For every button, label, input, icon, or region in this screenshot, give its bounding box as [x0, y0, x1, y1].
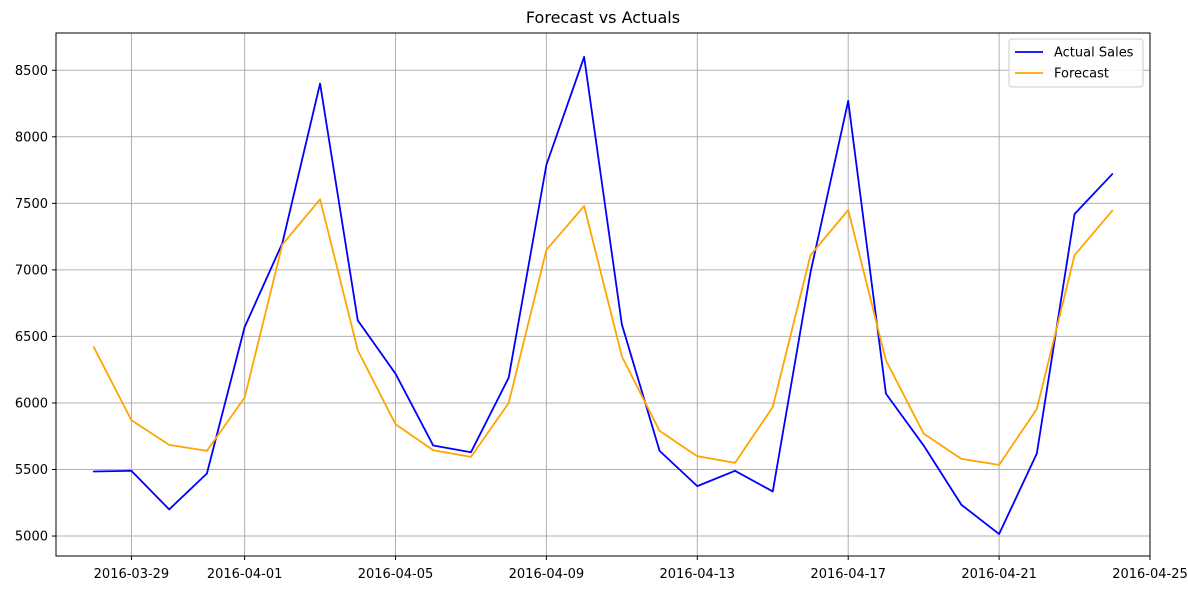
plot-frame	[55, 32, 1151, 557]
x-tick-label: 2016-03-29	[94, 567, 170, 582]
y-tick-label: 8500	[15, 64, 48, 79]
x-tick-label: 2016-04-05	[358, 567, 434, 582]
legend-label: Forecast	[1054, 67, 1109, 82]
x-tick-label: 2016-04-09	[509, 567, 585, 582]
grid-lines	[56, 33, 1151, 556]
legend-box	[1008, 38, 1144, 88]
y-tick-label: 7500	[15, 197, 48, 212]
x-axis: 2016-03-29 2016-04-01 2016-04-05 2016-04-09…	[94, 556, 1188, 582]
series-line-forecast	[92, 198, 1114, 466]
legend: Actual Sales Forecast	[1008, 38, 1144, 88]
x-tick-label: 2016-04-13	[660, 567, 736, 582]
y-tick-label: 5000	[15, 530, 48, 545]
y-tick-label: 6500	[15, 330, 48, 345]
legend-label: Actual Sales	[1054, 46, 1134, 61]
y-axis: 5000 5500 6000 6500 7000 7500 8000 8500	[15, 64, 56, 545]
y-tick-label: 5500	[15, 463, 48, 478]
series-lines	[92, 56, 1114, 535]
chart-title: Forecast vs Actuals	[526, 8, 680, 27]
x-tick-label: 2016-04-01	[207, 567, 283, 582]
y-tick-label: 6000	[15, 396, 48, 411]
x-tick-label: 2016-04-17	[810, 567, 886, 582]
x-tick-label: 2016-04-21	[961, 567, 1037, 582]
y-tick-label: 7000	[15, 263, 48, 278]
series-line-actual-sales	[92, 56, 1114, 535]
y-tick-label: 8000	[15, 130, 48, 145]
x-tick-label: 2016-04-25	[1112, 567, 1188, 582]
